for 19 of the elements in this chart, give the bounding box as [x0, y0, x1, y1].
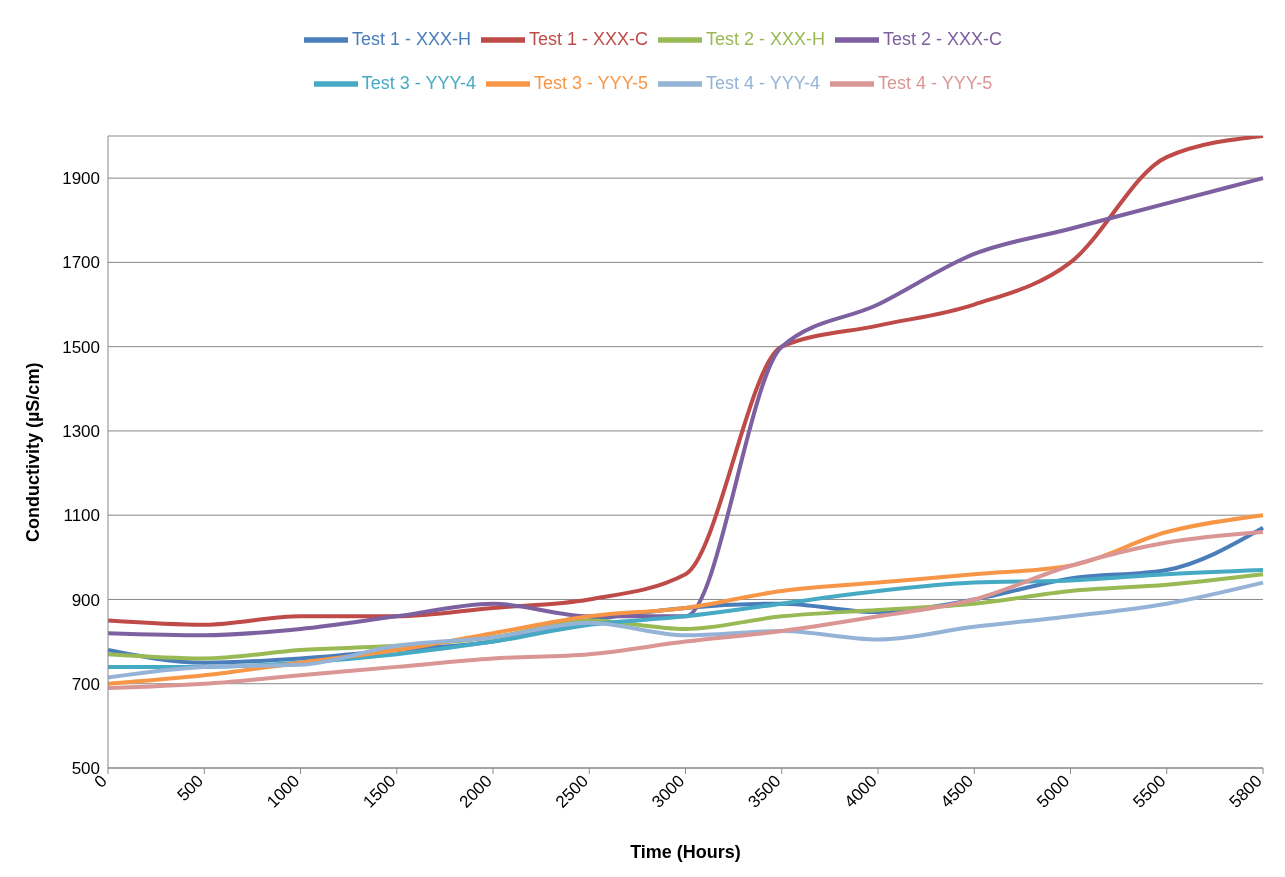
x-tick-label: 500 — [173, 771, 208, 805]
legend-label: Test 3 - YYY-5 — [533, 72, 648, 93]
legend-label: Test 2 - XXX-H — [706, 28, 826, 49]
y-tick-label: 1700 — [62, 253, 100, 273]
legend-label: Test 4 - YYY-5 — [878, 72, 993, 93]
line-series — [106, 580, 1265, 680]
y-tick-label: 1300 — [62, 421, 100, 441]
legend-label: Test 1 - XXX-H — [351, 28, 471, 49]
legend-label: Test 4 - YYY-4 — [706, 72, 821, 93]
y-axis-title: Conductivity (µS/cm) — [23, 362, 44, 542]
y-tick-label: 1500 — [62, 337, 100, 357]
legend-label: Test 1 - XXX-C — [528, 28, 648, 49]
y-tick-label: 900 — [71, 590, 100, 610]
legend-label: Test 2 - XXX-C — [883, 28, 1003, 49]
x-axis-title: Time (Hours) — [630, 842, 741, 862]
y-tick-label: 700 — [71, 674, 100, 694]
y-tick-label: 1100 — [63, 506, 100, 526]
legend-label: Test 3 - YYY-4 — [361, 72, 476, 93]
y-tick-label: 1900 — [62, 169, 100, 189]
